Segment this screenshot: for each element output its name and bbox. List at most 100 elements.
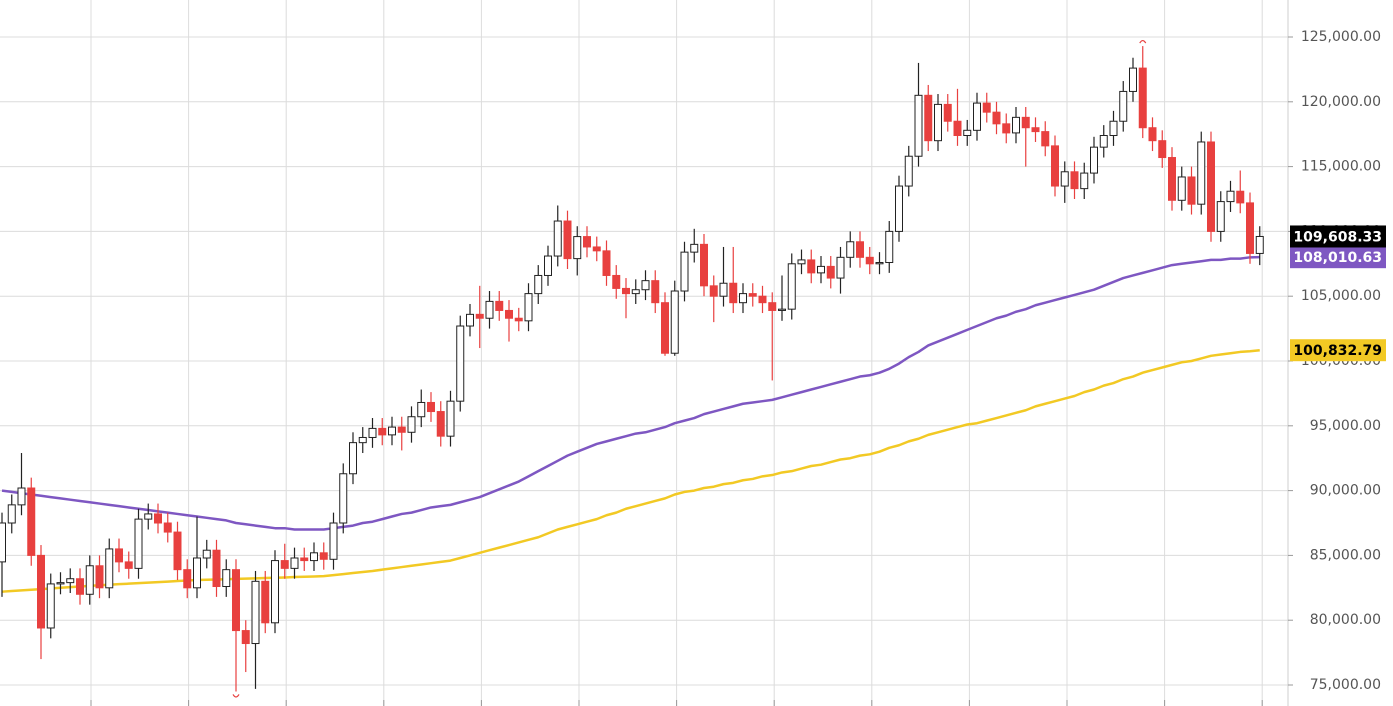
candle-body	[85, 565, 94, 595]
candle-body	[514, 317, 523, 322]
candle-body	[534, 274, 543, 295]
candle-body	[1060, 171, 1069, 187]
candle-body	[807, 259, 816, 274]
y-tick-label: 105,000.00	[1301, 288, 1381, 304]
candle-body	[27, 487, 36, 556]
candle-body	[485, 300, 494, 319]
candle-body	[46, 583, 55, 629]
candle-body	[973, 102, 981, 131]
candle-body	[739, 293, 747, 304]
candle-body	[641, 280, 650, 291]
candle-body	[661, 302, 669, 354]
candle-body	[1216, 201, 1225, 232]
candle-body	[329, 522, 338, 560]
price-tag	[1290, 225, 1386, 248]
candle-body	[95, 565, 104, 589]
candle-body	[232, 569, 240, 632]
candle-body	[105, 548, 114, 589]
moving-average-line	[1, 255, 1260, 531]
candle-body	[592, 246, 601, 252]
candle-body	[1070, 171, 1079, 190]
candle-body	[349, 442, 357, 475]
y-tick-label: 95,000.00	[1310, 418, 1381, 434]
candle-body	[563, 220, 572, 260]
high-marker	[1139, 39, 1147, 44]
candle-body	[943, 103, 952, 122]
price-tag-label: 108,010.63	[1293, 250, 1382, 266]
candle-body	[1177, 176, 1186, 201]
candle-body	[193, 557, 201, 589]
candle-body	[17, 487, 26, 506]
candle-body	[154, 513, 162, 524]
y-tick-label: 115,000.00	[1301, 159, 1381, 175]
candle-body	[76, 578, 84, 595]
y-tick-label: 90,000.00	[1310, 483, 1381, 499]
y-tick-label: 75,000.00	[1310, 677, 1381, 693]
candle-body	[758, 295, 767, 304]
candle-body	[904, 155, 913, 187]
candle-body	[953, 120, 962, 136]
candle-body	[524, 293, 533, 322]
candle-body	[436, 411, 445, 437]
moving-average-line	[1, 348, 1260, 593]
candle-body	[1041, 131, 1050, 147]
candle-body	[1255, 235, 1264, 254]
candles	[0, 39, 1264, 698]
candle-body	[446, 400, 455, 437]
candle-body	[797, 259, 806, 265]
candle-body	[222, 569, 231, 588]
candle-body	[1002, 123, 1011, 134]
candle-body	[768, 302, 777, 311]
candle-body	[1051, 145, 1059, 187]
candle-body	[183, 569, 192, 589]
moving-averages	[1, 255, 1260, 593]
candle-body	[271, 560, 279, 624]
candle-body	[865, 256, 874, 265]
candle-body	[397, 426, 406, 433]
candle-body	[1187, 176, 1196, 205]
candle-body	[826, 265, 835, 279]
candle-body	[37, 554, 45, 629]
candle-body	[895, 185, 903, 232]
candle-body	[1080, 172, 1089, 190]
price-tags: 108,010.63 100,832.79 109,608.33	[1290, 225, 1386, 362]
candle-body	[1207, 141, 1215, 232]
y-tick-label: 80,000.00	[1310, 612, 1381, 628]
candle-body	[836, 256, 845, 279]
candle-body	[914, 94, 923, 157]
candle-body	[934, 103, 942, 142]
candle-body	[368, 427, 377, 438]
candle-body	[1012, 116, 1020, 134]
price-tag-label: 100,832.79	[1293, 343, 1382, 359]
candle-body	[1119, 90, 1128, 122]
candle-body	[251, 580, 260, 645]
candle-body	[856, 241, 864, 258]
candle-body	[1021, 116, 1030, 129]
price-tag	[1290, 246, 1386, 269]
candle-body	[1090, 146, 1098, 174]
candle-body	[0, 522, 6, 563]
candle-body	[173, 531, 182, 571]
candle-body	[544, 255, 552, 276]
low-marker	[232, 694, 240, 698]
candle-body	[1226, 190, 1235, 203]
candle-body	[631, 289, 640, 295]
candle-body	[212, 549, 221, 588]
candle-body	[573, 236, 582, 260]
price-tag-label: 109,608.33	[1293, 229, 1382, 245]
candle-body	[280, 560, 289, 569]
candle-body	[66, 578, 75, 584]
candle-body	[612, 274, 621, 289]
candle-body	[924, 94, 933, 142]
candle-body	[778, 308, 786, 311]
candle-body	[300, 557, 309, 562]
candle-body	[427, 401, 435, 413]
candle-body	[1236, 190, 1245, 204]
candle-body	[1109, 120, 1118, 136]
y-tick-label: 125,000.00	[1301, 29, 1381, 45]
candle-body	[1099, 134, 1108, 148]
candle-body	[787, 263, 796, 310]
candle-body	[885, 230, 894, 264]
candle-body	[1138, 67, 1147, 129]
